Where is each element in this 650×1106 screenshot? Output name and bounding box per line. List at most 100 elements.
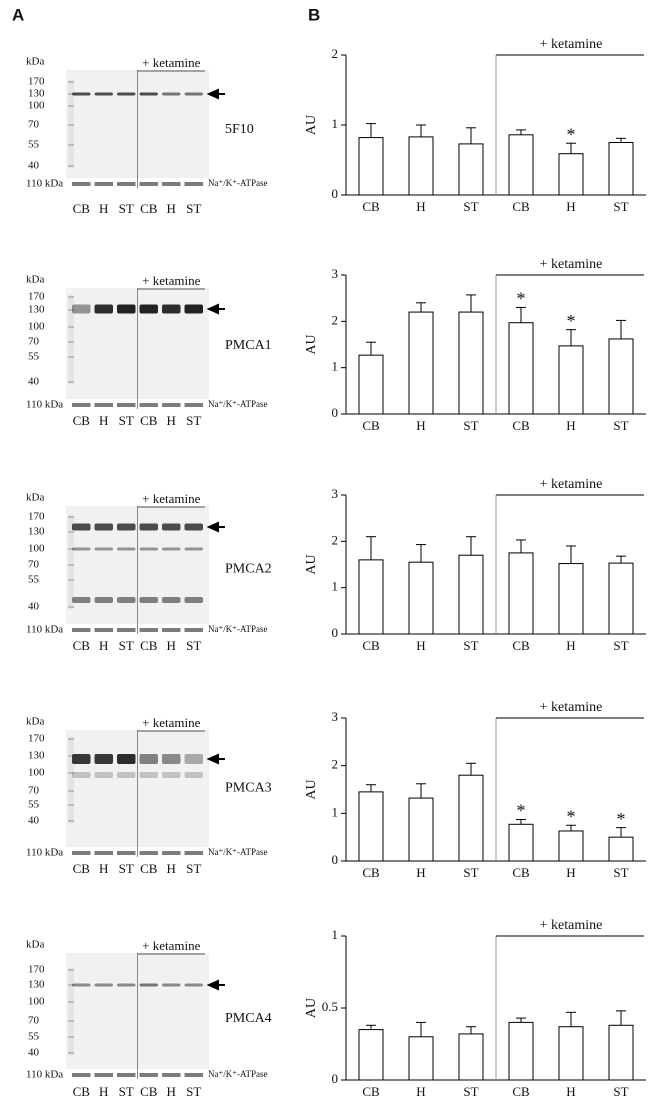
y-axis-label: AU [304,554,319,574]
band [72,983,91,987]
loading-band [139,851,158,855]
loading-band [162,851,181,855]
marker-label: 55 [28,574,40,586]
band [94,597,113,603]
band [94,754,113,764]
band [162,772,181,778]
y-tick-label: 1 [332,579,339,594]
band [162,523,181,531]
lane-label: CB [73,201,91,216]
lane-label: CB [140,861,158,876]
marker-label: 170 [28,511,45,523]
ladder-band [68,165,74,167]
x-tick-label: H [566,638,575,653]
loading-band [162,182,181,186]
marker-label: 40 [28,1047,40,1059]
ladder-band [68,381,74,383]
marker-label: 100 [28,543,45,555]
marker-label: 40 [28,376,40,388]
y-tick-label: 2 [332,46,339,61]
band [162,597,181,603]
band [94,547,113,551]
loading-band [139,182,158,186]
band [184,983,203,987]
bar [558,563,584,635]
band [139,304,158,314]
loading-band [94,1073,113,1077]
arrow [206,88,225,100]
x-tick-label: H [566,1084,575,1099]
ladder-band [68,606,74,608]
lane-label: ST [186,638,201,653]
band [72,754,91,764]
antibody-label: PMCA2 [225,562,272,577]
y-tick-label: 0 [332,852,339,867]
loading-band [139,403,158,407]
y-tick-label: 0 [332,186,339,201]
ladder-band [68,105,74,107]
y-axis-label: AU [304,334,319,354]
loading-band [94,182,113,186]
x-tick-label: ST [613,638,628,653]
y-tick-label: 2 [332,757,339,772]
lane-label: ST [186,861,201,876]
x-tick-label: ST [463,1084,478,1099]
marker-label: 70 [28,559,40,571]
lane-label: H [167,413,176,428]
loading-band [184,628,203,632]
lane-label: H [99,638,108,653]
y-tick-label: 1 [332,927,339,942]
bar [558,1026,584,1081]
loading-band [139,628,158,632]
loading-band [139,1073,158,1077]
lane-label: ST [119,1084,134,1099]
y-tick-label: 1 [332,359,339,374]
group-label: + ketamine [540,700,603,715]
ladder-band [68,296,74,298]
x-tick-label: ST [463,418,478,433]
band [139,597,158,603]
band [94,92,113,96]
bar [458,554,484,635]
lane-label: CB [140,201,158,216]
band [184,523,203,531]
bar [358,354,384,415]
marker-label: 170 [28,291,45,303]
arrow [206,521,225,533]
treatment-label: + ketamine [142,55,200,70]
y-tick-label: 0.5 [322,999,338,1014]
group-label: + ketamine [540,477,603,492]
ladder-band [68,755,74,757]
marker-label: 70 [28,1015,40,1027]
lane-label: ST [119,861,134,876]
band [117,304,136,314]
marker-label: 130 [28,88,45,100]
significance: * [617,809,626,829]
x-tick-label: CB [512,199,530,214]
significance: * [567,806,576,826]
panel-label: B [308,5,320,24]
y-tick-label: 1 [332,116,339,131]
x-tick-label: ST [463,199,478,214]
loading-band [117,182,136,186]
marker-label: 100 [28,767,45,779]
lane-label: CB [140,1084,158,1099]
band [184,772,203,778]
band [94,983,113,987]
band [117,597,136,603]
arrow [206,303,225,315]
ladder [68,968,74,1055]
x-tick-label: CB [512,1084,530,1099]
marker-label: 55 [28,1031,40,1043]
marker-label: 130 [28,979,45,991]
bar [608,338,634,415]
lane-label: H [99,861,108,876]
significance: * [567,124,576,144]
ladder-band [68,144,74,146]
ladder-band [68,93,74,95]
x-tick-label: CB [362,199,380,214]
ladder-band [68,1052,74,1054]
x-tick-label: ST [613,865,628,880]
loading-size: 110 kDa [26,624,63,636]
